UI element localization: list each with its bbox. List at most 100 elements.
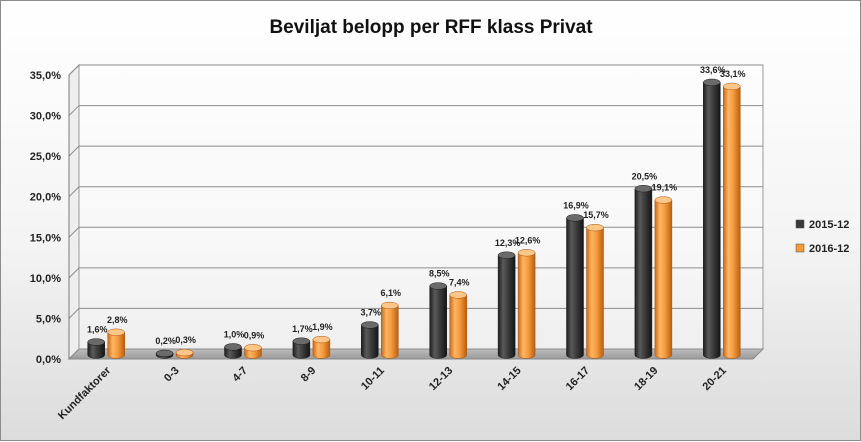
bar-top	[723, 82, 741, 91]
data-label: 1,6%	[87, 325, 108, 335]
data-label: 20,5%	[632, 171, 658, 181]
data-label: 33,6%	[700, 65, 726, 75]
x-tick-label: 14-15	[495, 365, 523, 393]
data-label: 15,7%	[583, 210, 609, 220]
x-tick-label: Kundfaktorer	[56, 364, 114, 422]
bar-top	[497, 251, 516, 259]
gridline	[68, 186, 763, 198]
bar-series2	[517, 249, 536, 359]
data-label: 8,5%	[429, 269, 450, 279]
data-label: 7,4%	[449, 278, 470, 288]
x-tick-label: 4-7	[230, 365, 250, 385]
data-label: 1,9%	[312, 322, 333, 332]
bar-body	[381, 305, 399, 359]
bar-top	[381, 301, 399, 310]
bar-series2	[654, 196, 673, 359]
legend-label: 2015-12	[809, 219, 849, 231]
bar-body	[497, 254, 516, 359]
bar-series2	[107, 328, 125, 359]
data-label: 12,3%	[495, 238, 521, 248]
bar-top	[566, 214, 584, 222]
bar-top	[312, 335, 331, 344]
bar-top	[155, 349, 174, 358]
bar-series1	[634, 185, 653, 359]
bar-series1	[703, 78, 721, 359]
bar-top	[449, 291, 467, 299]
data-label: 0,3%	[175, 335, 196, 345]
bar-series2	[244, 344, 262, 359]
y-tick-label: 35,0%	[30, 70, 61, 82]
x-tick-label: 10-11	[359, 365, 387, 393]
y-tick-label: 5,0%	[36, 313, 61, 325]
bar-body	[312, 339, 331, 359]
x-tick-label: 20-21	[701, 365, 729, 393]
y-tick-label: 20,0%	[30, 192, 61, 204]
bar-body	[723, 86, 741, 359]
bar-top	[224, 343, 242, 351]
data-label: 3,7%	[361, 308, 382, 318]
x-tick-label: 12-13	[427, 365, 455, 393]
bar-top	[292, 337, 311, 345]
bar-series1	[497, 251, 516, 359]
gridline	[68, 226, 763, 238]
chart-title: Beviljat belopp per RFF klass Privat	[269, 17, 593, 38]
bar-top	[634, 185, 653, 193]
plot-side-wall	[68, 63, 80, 361]
bar-series2	[723, 82, 741, 359]
bar-top	[107, 328, 125, 336]
y-tick-label: 25,0%	[30, 151, 61, 163]
y-tick-label: 15,0%	[30, 232, 61, 244]
gridline	[68, 105, 763, 116]
bar-top	[361, 321, 379, 329]
bar-top	[87, 338, 105, 346]
legend-swatch	[795, 243, 805, 253]
x-tick-label: 8-9	[299, 365, 319, 385]
bar-series2	[449, 291, 467, 359]
y-tick-label: 30,0%	[30, 111, 61, 123]
gridline	[68, 64, 763, 76]
bar-body	[566, 217, 584, 359]
bar-top	[517, 249, 536, 257]
bar-series2	[312, 335, 331, 359]
y-tick-label: 10,0%	[30, 273, 61, 285]
data-label: 33,1%	[720, 69, 746, 79]
x-tick-label: 18-19	[632, 365, 660, 393]
x-tick-label: 0-3	[162, 365, 182, 385]
data-label: 6,1%	[381, 288, 402, 298]
bar-body	[107, 332, 125, 359]
x-tick-label: 16-17	[564, 365, 592, 393]
gridline	[68, 145, 763, 157]
data-label: 0,9%	[244, 330, 265, 340]
bar-series1	[87, 338, 105, 359]
data-label: 0,2%	[155, 336, 176, 346]
y-tick-label: 0,0%	[36, 354, 61, 366]
bar-body	[429, 285, 447, 359]
bar-series1	[361, 321, 379, 359]
data-label: 2,8%	[107, 315, 128, 325]
bar-series1	[224, 343, 242, 359]
bar-series2	[586, 223, 604, 359]
data-label: 16,9%	[563, 200, 589, 210]
bar-top	[429, 282, 447, 290]
bar-body	[634, 188, 653, 359]
bar-body	[586, 227, 604, 359]
bar-top	[175, 348, 194, 357]
bar-body	[449, 294, 467, 359]
bar-series1	[292, 337, 311, 359]
bar-series1	[429, 282, 447, 359]
bar-top	[586, 223, 604, 232]
data-label: 1,7%	[292, 324, 313, 334]
bar-body	[517, 252, 536, 359]
legend: 2015-12 2016-12	[795, 219, 849, 255]
bar-body	[703, 82, 721, 359]
bar-series2	[175, 348, 194, 359]
bar-series1	[566, 214, 584, 359]
data-label: 1,0%	[224, 329, 245, 339]
bar-top	[244, 344, 262, 352]
plot-area: 0,0% 5,0% 10,0% 15,0% 20,0% 25,0% 30,0% 35,0% 1,…	[30, 63, 765, 422]
bar-top	[654, 196, 673, 204]
bar-series1	[155, 349, 174, 359]
legend-label: 2016-12	[809, 243, 849, 255]
